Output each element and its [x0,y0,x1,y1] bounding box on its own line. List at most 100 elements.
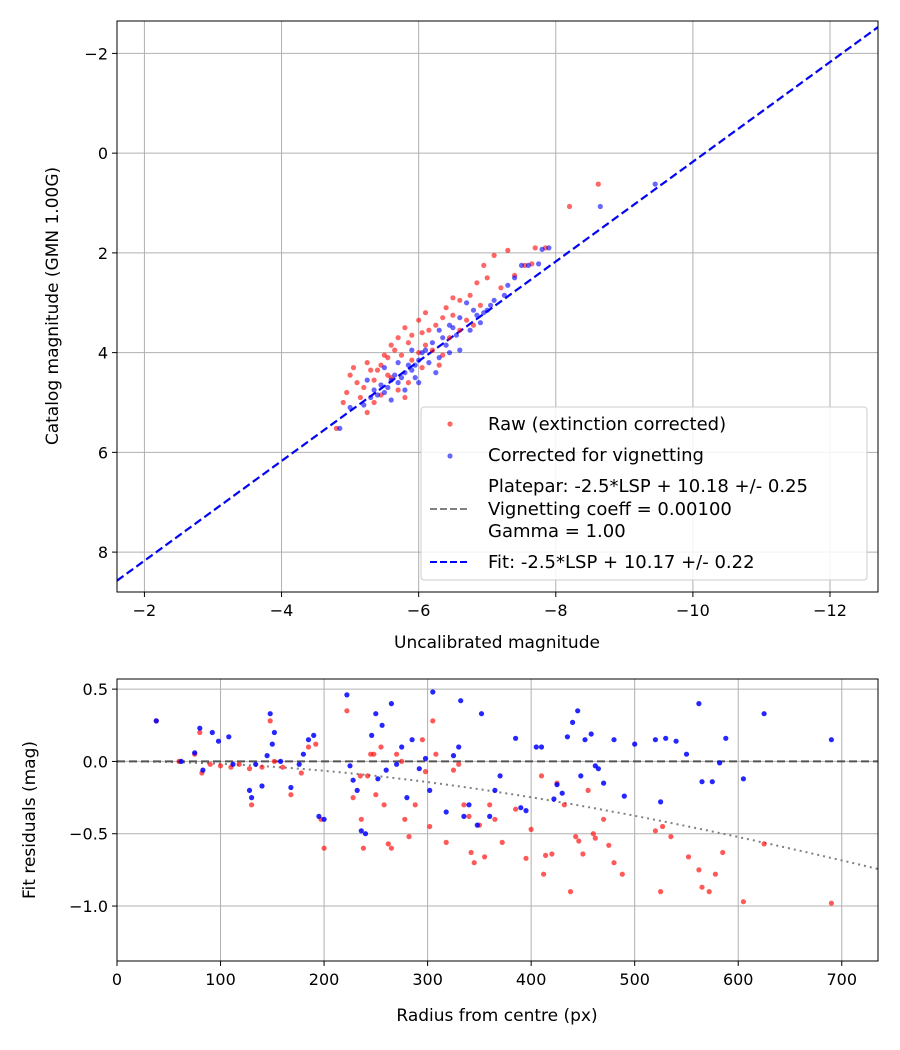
top-fit-lines [117,26,878,582]
raw-point [528,826,534,833]
raw-point [543,852,549,859]
corrected-point [392,372,398,378]
raw-point [381,802,387,808]
x-tick-label: 700 [826,970,857,989]
raw-point [446,335,453,341]
legend-platepar-line-1: Platepar: -2.5*LSP + 10.18 +/- 0.25 [488,476,808,497]
corrected-point [271,729,277,736]
corrected-point [305,737,312,743]
raw-point [405,380,411,386]
x-tick-label: 500 [619,970,650,989]
raw-point [498,285,504,291]
y-tick-label: −1.0 [69,897,108,916]
corrected-point [416,380,422,386]
raw-point [419,737,425,743]
corrected-point [422,755,429,762]
corrected-point [457,347,463,353]
y-tick-label: 0.5 [83,680,108,699]
top-grid [117,21,878,592]
raw-point [406,834,412,840]
corrected-point [505,282,511,288]
bottom-ticks: 0 100 200 300 400 500 600 700 0.5 0.0 −0.5 −1.0 [69,680,857,989]
raw-point [492,816,498,822]
corrected-point [652,737,659,743]
corrected-point [474,822,480,828]
corrected-point [658,799,664,805]
corrected-point [153,718,159,724]
corrected-point [368,394,374,401]
legend-platepar-line-3: Gamma = 1.00 [488,521,626,542]
raw-point [484,275,490,281]
corrected-point [178,758,184,765]
magnitude-calibration-plot: −2 −4 −6 −8 −10 −12 −2 0 2 4 6 8 Uncalibrated magni… [43,20,879,653]
corrected-point [215,738,222,744]
raw-point [249,802,255,808]
y-tick-label: 4 [98,344,108,363]
corrected-point [385,384,391,391]
vignetting-model-line [117,760,878,870]
corrected-point [523,808,529,814]
corrected-point [436,327,442,333]
raw-point [422,769,429,775]
bottom-lines [117,760,878,870]
raw-point [561,802,567,808]
corrected-point [518,805,524,811]
corrected-point [347,763,353,769]
corrected-point [466,802,472,808]
corrected-point [443,342,449,348]
corrected-point [539,246,545,252]
corrected-point [536,261,542,267]
corrected-point [409,367,415,373]
corrected-point [388,397,394,403]
corrected-point [361,402,367,408]
raw-point [696,867,702,873]
corrected-point [525,262,532,268]
raw-point [378,744,384,750]
corrected-point [192,750,198,756]
corrected-point [457,315,463,321]
raw-point [457,327,463,333]
corrected-point [311,732,317,739]
raw-point [541,871,547,877]
corrected-point [673,738,679,744]
corrected-point [381,365,387,371]
top-legend: Raw (extinction corrected) Corrected for… [420,406,868,581]
corrected-point [416,357,422,363]
corrected-point [402,387,408,393]
raw-point [360,845,366,851]
x-tick-label: 400 [516,970,547,989]
corrected-point [381,389,387,396]
y-tick-label: 8 [98,543,108,562]
corrected-point [491,297,497,303]
raw-point [395,387,401,393]
corrected-point [513,735,519,741]
fit-line [117,26,878,582]
top-plot-frame [116,20,879,593]
raw-point [470,322,477,328]
raw-point [402,816,408,822]
corrected-point [347,404,353,411]
raw-point [658,889,664,895]
x-tick-label: 200 [309,970,340,989]
y-tick-label: 6 [98,443,108,462]
raw-point [409,357,415,363]
corrected-point [709,779,715,785]
legend-corrected-label: Corrected for vignetting [488,445,704,466]
corrected-point [259,783,265,789]
raw-point [467,292,473,298]
raw-point [505,247,511,253]
raw-point [236,761,242,767]
corrected-point [511,275,518,281]
raw-point [660,823,666,830]
corrected-point [538,744,545,750]
x-tick-label: 0 [112,970,122,989]
corrected-point [474,312,480,318]
corrected-point [409,347,415,353]
corrected-point [412,362,418,368]
raw-point [246,766,253,772]
corrected-point [564,734,571,740]
raw-point [433,751,439,757]
corrected-point [467,327,473,333]
legend-raw-label: Raw (extinction corrected) [488,414,726,435]
